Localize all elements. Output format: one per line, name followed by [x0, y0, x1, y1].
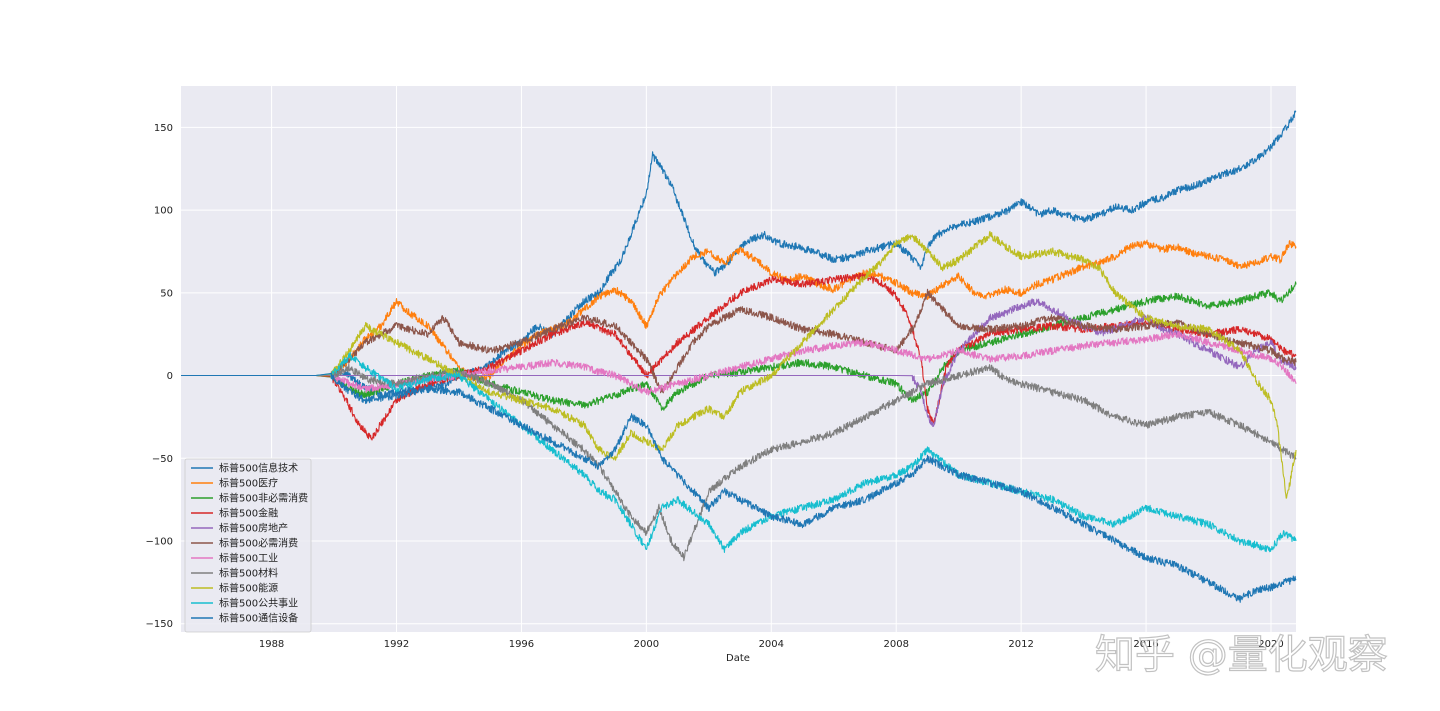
y-tick-label: 100	[154, 206, 173, 217]
y-tick-label: 150	[154, 123, 173, 134]
legend-entry-label: 标普500金融	[219, 507, 278, 520]
legend-entry-label: 标普500必需消费	[219, 537, 298, 550]
y-tick-label: 50	[160, 288, 173, 299]
watermark: 知乎 @量化观察	[1095, 632, 1388, 678]
y-tick-label: −100	[146, 537, 173, 548]
series-line	[181, 372, 1297, 603]
series-line	[181, 230, 1297, 499]
legend-entry-label: 标普500能源	[219, 582, 278, 595]
series-layer	[181, 110, 1297, 603]
y-tick-label: −150	[146, 619, 173, 630]
legend-entry-label: 标普500信息技术	[219, 462, 298, 475]
x-tick-label: 2008	[883, 639, 908, 650]
legend-entry-label: 标普500公共事业	[219, 597, 298, 610]
series-line	[181, 363, 1297, 562]
x-tick-label: 1992	[384, 639, 409, 650]
x-tick-label: 1988	[259, 639, 284, 650]
x-axis-label: Date	[726, 653, 750, 664]
series-line	[181, 331, 1297, 396]
x-tick-label: 2004	[759, 639, 784, 650]
legend-entry-label: 标普500材料	[219, 567, 278, 580]
y-tick-label: 0	[167, 371, 173, 382]
series-line	[181, 351, 1297, 553]
grid	[181, 86, 1296, 632]
legend-entry-label: 标普500非必需消费	[219, 492, 308, 505]
x-tick-label: 1996	[509, 639, 534, 650]
y-tick-label: −50	[152, 454, 173, 465]
x-tick-label: 2020	[1258, 639, 1283, 650]
x-tick-label: 2012	[1008, 639, 1033, 650]
x-tick-label: 2016	[1133, 639, 1158, 650]
legend: 标普500信息技术标普500医疗标普500非必需消费标普500金融标普500房地…	[184, 458, 312, 633]
tick-labels: 1988 1992 1996 2000 2004 2008 2012 2016 2020 −150…	[146, 123, 1284, 650]
legend-entry-label: 标普500通信设备	[219, 612, 298, 625]
legend-entry-label: 标普500工业	[219, 552, 278, 565]
legend-box	[184, 458, 312, 633]
legend-entry-label: 标普500医疗	[219, 477, 278, 490]
legend-entry-label: 标普500房地产	[219, 522, 288, 535]
x-tick-label: 2000	[634, 639, 659, 650]
